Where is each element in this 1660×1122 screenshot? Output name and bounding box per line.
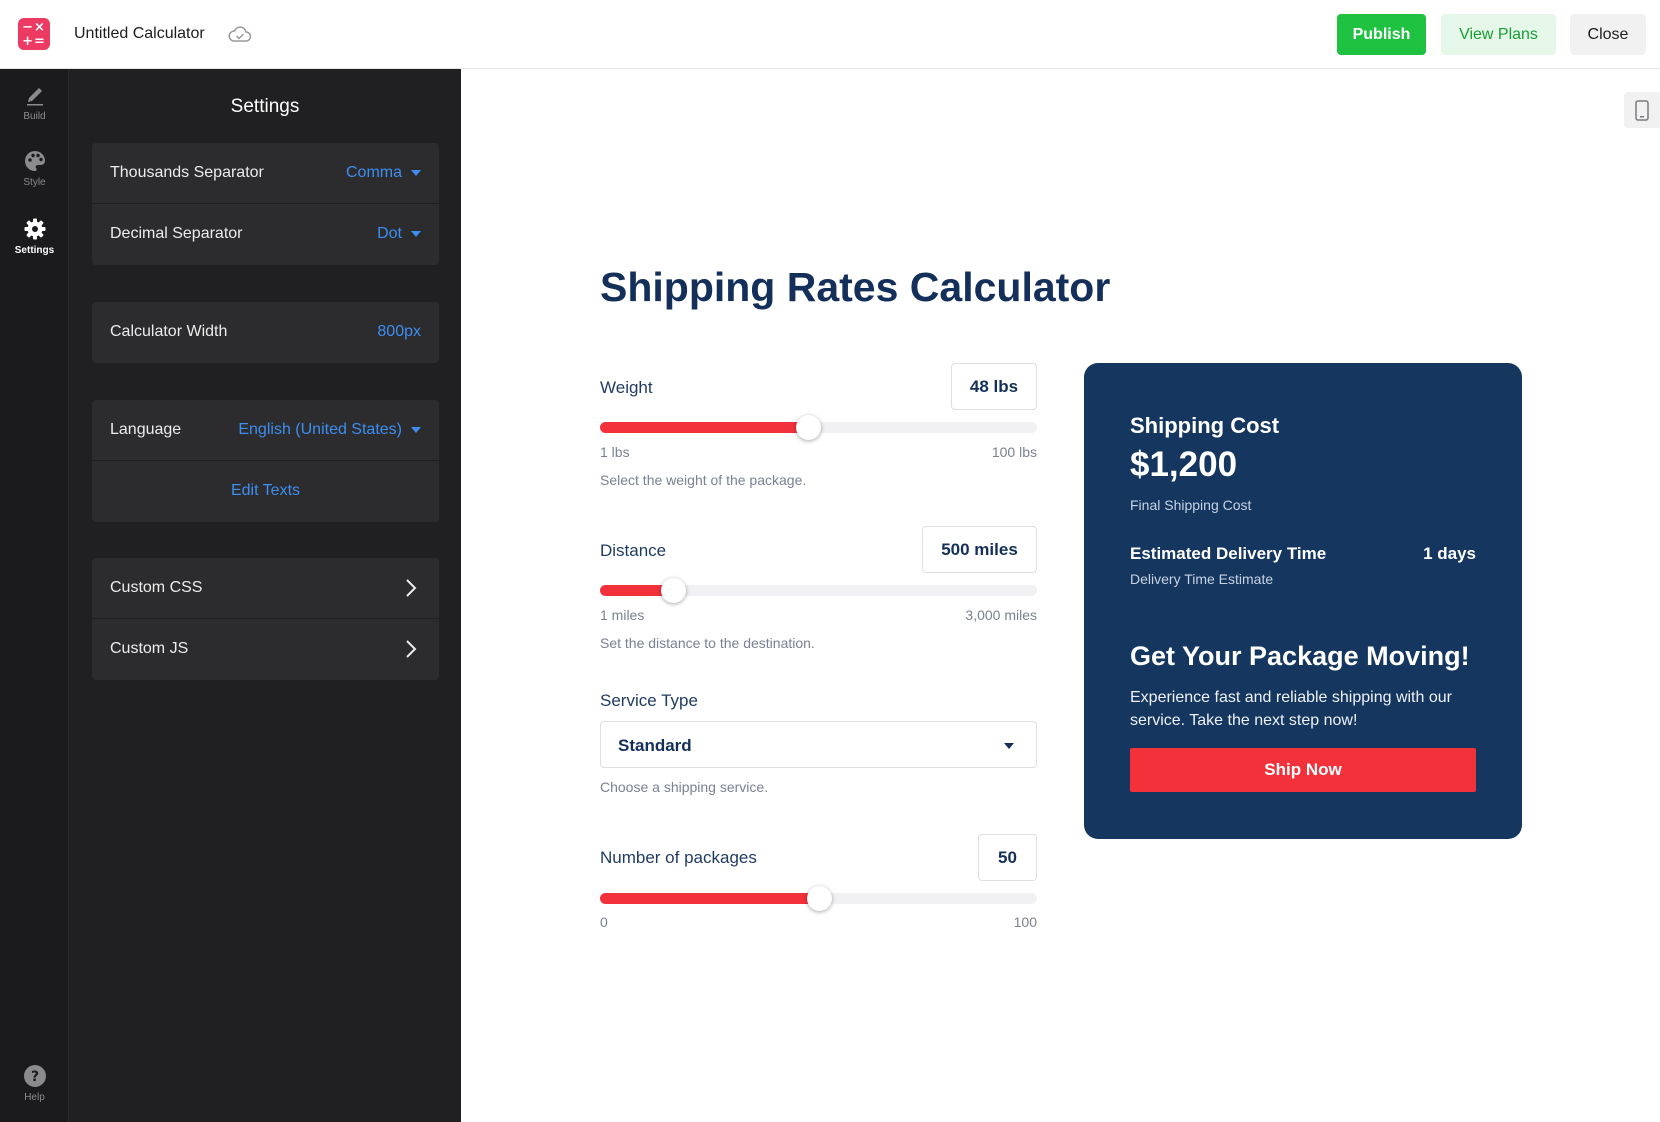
calculator-title: Shipping Rates Calculator	[600, 264, 1111, 310]
cta-text: Experience fast and reliable shipping wi…	[1130, 689, 1452, 729]
weight-help-text: Select the weight of the package.	[600, 472, 807, 488]
thousands-separator-row[interactable]: Thousands Separator Comma	[92, 143, 439, 204]
settings-panel: Settings Thousands Separator Comma Decim…	[69, 69, 461, 1122]
pencil-icon	[26, 88, 43, 106]
shipping-cost-value: $1,200	[1130, 445, 1238, 484]
chevron-right-icon	[406, 579, 417, 597]
caret-down-icon	[411, 169, 421, 176]
rail-item-help[interactable]: ? Help	[0, 1064, 69, 1103]
edit-texts-link[interactable]: Edit Texts	[230, 482, 301, 499]
thousands-separator-label: Thousands Separator	[110, 164, 264, 181]
delivery-time-description: Delivery Time Estimate	[1130, 571, 1274, 587]
packages-slider[interactable]	[600, 886, 1037, 911]
weight-slider-fill	[600, 422, 808, 433]
ship-now-button[interactable]: Ship Now	[1130, 748, 1476, 792]
distance-slider-thumb[interactable]	[660, 578, 686, 603]
packages-slider-thumb[interactable]	[806, 886, 832, 911]
calculator-logo-icon: −× +=	[18, 18, 50, 50]
calculator-width-label: Calculator Width	[110, 323, 228, 340]
decimal-separator-label: Decimal Separator	[110, 225, 243, 242]
weight-slider[interactable]	[600, 415, 1037, 440]
calculator-width-input[interactable]: 800px	[377, 323, 421, 340]
panel-title: Settings	[230, 96, 300, 117]
distance-help-text: Set the distance to the destination.	[600, 635, 815, 651]
mobile-icon	[1635, 100, 1649, 121]
rail-item-settings[interactable]: Settings	[0, 217, 69, 256]
distance-value-input[interactable]: 500 miles	[922, 526, 1037, 573]
rail-item-build[interactable]: Build	[0, 85, 69, 122]
language-card: Language English (United States) Edit Te…	[92, 400, 439, 522]
custom-code-card: Custom CSS Custom JS	[92, 558, 439, 680]
rail-item-style[interactable]: Style	[0, 149, 69, 188]
calculator-width-row[interactable]: Calculator Width 800px	[92, 302, 439, 363]
view-plans-button[interactable]: View Plans	[1441, 14, 1556, 55]
rail-label-build: Build	[23, 111, 46, 122]
weight-slider-thumb[interactable]	[795, 415, 821, 440]
cta-title: Get Your Package Moving!	[1130, 641, 1470, 671]
distance-slider-fill	[600, 585, 673, 596]
thousands-separator-value: Comma	[345, 164, 402, 181]
weight-value-input[interactable]: 48 lbs	[951, 363, 1037, 410]
decimal-separator-row[interactable]: Decimal Separator Dot	[92, 204, 439, 265]
distance-label: Distance	[600, 541, 667, 560]
chevron-right-icon	[406, 640, 417, 658]
shipping-cost-label: Shipping Cost	[1130, 413, 1280, 438]
shipping-cost-description: Final Shipping Cost	[1130, 497, 1252, 513]
custom-css-row[interactable]: Custom CSS	[92, 558, 439, 619]
decimal-separator-value: Dot	[377, 225, 402, 242]
close-button[interactable]: Close	[1570, 14, 1646, 55]
packages-slider-fill	[600, 893, 819, 904]
packages-min-label: 0	[600, 914, 608, 930]
edit-texts-row: Edit Texts	[92, 461, 439, 522]
custom-js-label: Custom JS	[110, 640, 189, 657]
palette-icon	[24, 151, 45, 171]
help-icon: ?	[23, 1065, 46, 1087]
calculator-name[interactable]: Untitled Calculator	[74, 25, 205, 42]
caret-down-icon	[411, 230, 421, 237]
service-type-label: Service Type	[600, 691, 698, 710]
decimal-separator-select[interactable]: Dot	[377, 225, 421, 243]
packages-value-input[interactable]: 50	[978, 834, 1037, 881]
custom-js-row[interactable]: Custom JS	[92, 619, 439, 680]
packages-max-label: 100	[1013, 914, 1037, 930]
language-value: English (United States)	[238, 421, 402, 438]
distance-slider[interactable]	[600, 578, 1037, 603]
sidebar-rail: Build Style Settings	[0, 69, 69, 1122]
packages-label: Number of packages	[600, 848, 757, 867]
rail-label-help: Help	[24, 1092, 45, 1103]
weight-max-label: 100 lbs	[991, 444, 1037, 460]
separator-card: Thousands Separator Comma Decimal Separa…	[92, 143, 439, 265]
language-select[interactable]: English (United States)	[238, 421, 421, 439]
result-card: Shipping Cost $1,200 Final Shipping Cost…	[1084, 363, 1522, 839]
width-card: Calculator Width 800px	[92, 302, 439, 363]
caret-down-icon	[411, 426, 421, 433]
thousands-separator-select[interactable]: Comma	[346, 164, 421, 182]
delivery-time-value: 1 days	[1423, 544, 1476, 563]
distance-min-label: 1 miles	[600, 607, 645, 623]
service-type-select[interactable]: Standard	[600, 721, 1037, 768]
publish-button[interactable]: Publish	[1337, 14, 1426, 55]
service-type-help-text: Choose a shipping service.	[600, 779, 769, 795]
top-bar: −× += Untitled Calculator Publish View Pl…	[0, 0, 1660, 69]
weight-min-label: 1 lbs	[600, 444, 630, 460]
cloud-saved-icon	[228, 26, 252, 42]
rail-label-style: Style	[23, 177, 46, 188]
rail-label-settings: Settings	[14, 245, 55, 256]
service-type-value: Standard	[618, 736, 692, 755]
language-row[interactable]: Language English (United States)	[92, 400, 439, 461]
svg-text:?: ?	[30, 1069, 38, 1085]
mobile-preview-button[interactable]	[1624, 92, 1660, 128]
caret-down-icon	[1004, 743, 1014, 749]
weight-label: Weight	[600, 378, 653, 397]
custom-css-label: Custom CSS	[110, 579, 203, 596]
distance-max-label: 3,000 miles	[965, 607, 1037, 623]
gear-icon	[24, 218, 45, 240]
delivery-time-label: Estimated Delivery Time	[1130, 544, 1327, 563]
language-label: Language	[110, 421, 182, 438]
